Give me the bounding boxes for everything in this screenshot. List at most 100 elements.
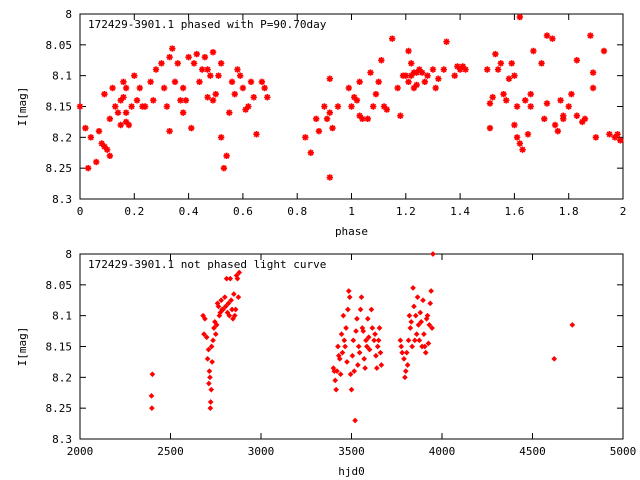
data-point xyxy=(368,306,375,313)
x-tick-label: 2000 xyxy=(67,445,94,458)
data-point xyxy=(551,121,559,129)
data-point xyxy=(120,78,127,86)
data-point xyxy=(169,45,176,52)
data-point xyxy=(451,72,458,79)
data-point xyxy=(204,94,211,101)
data-point xyxy=(245,103,252,110)
data-point xyxy=(205,346,212,353)
data-point xyxy=(541,115,548,123)
data-point xyxy=(486,124,494,132)
data-point xyxy=(363,337,369,344)
data-point xyxy=(236,72,244,79)
unphased-light-curve-panel: hjd0 I[mag] 2000 2500 3000 3500 4000 4500 5000… xyxy=(16,248,636,478)
data-point xyxy=(362,365,368,371)
y-tick-label: 8.1 xyxy=(52,70,72,83)
data-point xyxy=(617,137,624,144)
data-point xyxy=(202,315,208,322)
data-point xyxy=(166,127,173,135)
data-point xyxy=(313,115,320,123)
data-point xyxy=(141,103,149,110)
data-point xyxy=(106,115,114,123)
data-point xyxy=(87,134,95,141)
data-point xyxy=(346,294,353,300)
data-point xyxy=(606,131,613,138)
data-point xyxy=(174,60,181,67)
data-point xyxy=(380,103,388,110)
data-point xyxy=(414,294,421,300)
data-point xyxy=(410,84,418,92)
data-point xyxy=(345,288,352,294)
data-point xyxy=(527,90,534,98)
y-tick-label: 8.15 xyxy=(46,101,73,114)
data-point xyxy=(250,94,257,101)
data-point xyxy=(579,118,586,126)
data-point xyxy=(321,103,328,110)
data-point xyxy=(364,115,371,123)
phase-axis-label: phase xyxy=(335,225,368,238)
data-point xyxy=(109,84,116,92)
data-point xyxy=(228,78,236,86)
data-point xyxy=(95,127,103,135)
data-point xyxy=(185,53,192,61)
data-point xyxy=(356,349,363,356)
data-point xyxy=(212,331,219,337)
data-point xyxy=(389,35,396,42)
data-point xyxy=(511,121,518,129)
data-point xyxy=(356,112,363,119)
x-tick-label: 0.6 xyxy=(233,205,253,218)
data-point xyxy=(516,13,524,21)
y-tick-label: 8.3 xyxy=(52,193,72,206)
magnitude-axis-label-top: I[mag] xyxy=(16,87,29,127)
data-point xyxy=(364,343,370,350)
data-point xyxy=(500,90,507,98)
data-point xyxy=(122,109,130,116)
plot-frame xyxy=(79,253,624,440)
data-point xyxy=(247,78,255,86)
data-point xyxy=(234,66,241,73)
data-point xyxy=(435,75,442,82)
data-point xyxy=(338,331,345,337)
data-point xyxy=(443,38,450,45)
data-point xyxy=(370,103,377,110)
data-point xyxy=(513,134,521,141)
x-tick-label: 0 xyxy=(77,205,84,218)
data-point xyxy=(429,325,435,331)
data-point xyxy=(589,84,597,92)
data-point xyxy=(206,380,212,387)
data-point xyxy=(497,60,505,67)
data-point xyxy=(374,365,380,371)
data-point xyxy=(413,81,420,89)
data-point xyxy=(432,84,439,92)
data-point xyxy=(353,328,359,334)
data-point xyxy=(213,322,220,328)
data-point xyxy=(394,84,401,92)
x-tick-label: 0.4 xyxy=(179,205,199,218)
data-point xyxy=(182,97,190,104)
data-point xyxy=(377,349,384,356)
data-point xyxy=(196,78,203,86)
data-point xyxy=(549,35,556,42)
data-point xyxy=(84,164,92,172)
data-point xyxy=(353,97,361,104)
data-point xyxy=(364,315,371,322)
data-point xyxy=(203,334,210,341)
data-point xyxy=(220,306,226,313)
data-point xyxy=(551,356,558,362)
data-point xyxy=(211,325,217,331)
data-point xyxy=(339,349,346,356)
data-point xyxy=(543,32,551,39)
data-point xyxy=(226,312,233,319)
phased-chart-title: 172429-3901.1 phased with P=90.70day xyxy=(88,18,327,31)
y-tick-label: 8.3 xyxy=(52,433,72,446)
data-point xyxy=(587,32,594,39)
data-point xyxy=(163,103,171,110)
data-point xyxy=(222,303,229,310)
data-point xyxy=(179,84,187,92)
data-point xyxy=(427,300,434,307)
hjd-axis-label: hjd0 xyxy=(338,465,365,478)
data-point xyxy=(399,349,406,356)
data-point xyxy=(403,349,410,356)
data-point xyxy=(226,109,233,116)
data-point xyxy=(614,131,621,138)
